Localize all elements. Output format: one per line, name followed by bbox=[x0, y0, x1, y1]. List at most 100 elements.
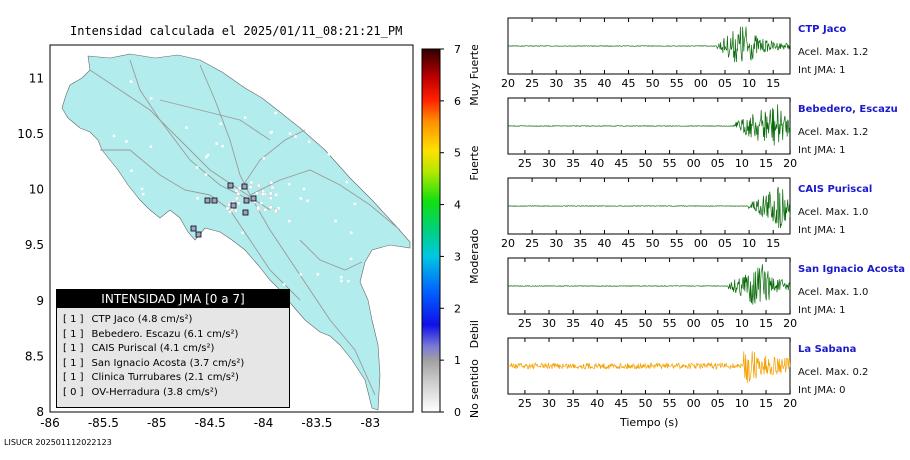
waveform-station-name: Bebedero, Escazu bbox=[798, 104, 898, 115]
town-dot bbox=[299, 197, 303, 200]
legend-item-jma: [ 1 ] bbox=[63, 314, 84, 325]
waveform-panel: 25 30 35 40 45 50 55 00 05 10 15 20 bbox=[507, 97, 797, 170]
town-dot bbox=[347, 279, 350, 283]
map-x-tick-label: -84.5 bbox=[195, 416, 226, 430]
colorbar-category-label: Fuerte bbox=[468, 145, 481, 180]
waveform-tick-label: 55 bbox=[670, 237, 684, 250]
waveform-panel: 25 30 35 40 45 50 55 00 05 10 15 20 bbox=[507, 257, 797, 330]
colorbar-tick-label: 3 bbox=[454, 250, 461, 263]
colorbar-category-label: Muy Fuerte bbox=[468, 45, 481, 106]
town-dot bbox=[287, 219, 291, 223]
town-dot bbox=[282, 283, 286, 286]
town-dot bbox=[205, 155, 208, 159]
town-dot bbox=[241, 231, 244, 235]
waveform-tick-label: 00 bbox=[694, 77, 708, 90]
map-x-tick-label: -83 bbox=[360, 416, 380, 430]
waveform-tick-label: 00 bbox=[687, 317, 701, 330]
waveform-tick-label: 50 bbox=[638, 317, 652, 330]
map-x-tick-label: -85.5 bbox=[88, 416, 119, 430]
waveform-tick-label: 10 bbox=[742, 77, 756, 90]
waveform-tick-label: 05 bbox=[711, 157, 725, 170]
legend-item-jma: [ 1 ] bbox=[63, 372, 84, 383]
map-x-tick-label: -86 bbox=[40, 416, 60, 430]
waveform-tick-label: 15 bbox=[759, 397, 773, 410]
waveform-tick-label: 10 bbox=[735, 397, 749, 410]
colorbar-tick-label: 5 bbox=[454, 147, 461, 160]
road-line bbox=[299, 239, 363, 271]
town-dot bbox=[225, 206, 230, 211]
town-dot bbox=[350, 231, 353, 234]
map-y-tick-label: 9.5 bbox=[25, 238, 44, 252]
town-dot bbox=[149, 145, 153, 148]
town-dot bbox=[306, 199, 309, 202]
waveform-trace bbox=[507, 264, 791, 305]
waveform-tick-label: 15 bbox=[766, 237, 780, 250]
town-dot bbox=[140, 187, 144, 191]
town-dot bbox=[316, 273, 320, 276]
town-dot bbox=[243, 116, 247, 119]
town-dot bbox=[196, 196, 199, 200]
road-line bbox=[209, 194, 301, 301]
town-dot bbox=[219, 122, 223, 125]
town-dot bbox=[195, 245, 199, 248]
map-x-tick-label: -84 bbox=[254, 416, 274, 430]
town-dot bbox=[269, 180, 273, 185]
waveform-jma-intensity: Int JMA: 0 bbox=[798, 385, 846, 396]
waveform-tick-label: 05 bbox=[718, 237, 732, 250]
time-axis-label: Tiempo (s) bbox=[620, 416, 679, 429]
legend-item-jma: [ 1 ] bbox=[63, 343, 84, 354]
waveform-tick-label: 50 bbox=[646, 237, 660, 250]
colorbar-tick-label: 1 bbox=[454, 354, 461, 367]
waveform-trace bbox=[507, 351, 791, 384]
town-dot bbox=[263, 208, 267, 212]
waveform-tick-label: 30 bbox=[542, 397, 556, 410]
town-dot bbox=[228, 210, 232, 213]
road-line bbox=[199, 64, 251, 196]
legend-item-text: Bebedero. Escazu (6.1 cm/s²) bbox=[91, 328, 239, 340]
town-dot bbox=[227, 202, 231, 207]
waveform-tick-label: 45 bbox=[614, 397, 628, 410]
colorbar-tick-label: 4 bbox=[454, 199, 461, 212]
town-dot bbox=[204, 173, 208, 176]
town-dot bbox=[261, 192, 265, 196]
map-y-tick-label: 8 bbox=[36, 405, 44, 419]
waveform-tick-label: 40 bbox=[597, 77, 611, 90]
waveform-accel-max: Acel. Max. 1.2 bbox=[798, 127, 869, 138]
waveform-tick-label: 35 bbox=[573, 77, 587, 90]
waveform-trace bbox=[508, 104, 791, 146]
waveform-tick-label: 15 bbox=[759, 317, 773, 330]
waveform-tick-label: 05 bbox=[718, 77, 732, 90]
map-y-tick-label: 8.5 bbox=[25, 349, 44, 363]
waveform-tick-label: 40 bbox=[590, 397, 604, 410]
map-x-tick-label: -83.5 bbox=[301, 416, 332, 430]
station-marker bbox=[243, 197, 250, 204]
town-dot bbox=[269, 196, 273, 200]
station-marker bbox=[211, 197, 218, 204]
waveform-accel-max: Acel. Max. 1.0 bbox=[798, 287, 869, 298]
waveform-tick-label: 10 bbox=[735, 317, 749, 330]
town-dot bbox=[349, 257, 353, 261]
town-dot bbox=[112, 134, 116, 138]
town-dot bbox=[322, 133, 325, 136]
waveform-tick-label: 25 bbox=[525, 77, 539, 90]
town-dot bbox=[274, 193, 278, 197]
station-squares bbox=[190, 182, 257, 238]
waveform-panel: 20 25 30 35 40 45 50 55 00 05 10 15 bbox=[501, 177, 791, 250]
waveform-jma-intensity: Int JMA: 1 bbox=[798, 145, 846, 156]
legend-item: [ 0 ] OV-Herradura (3.8 cm/s²) bbox=[63, 387, 218, 398]
waveform-station-name: CAIS Puriscal bbox=[798, 184, 873, 195]
road-line bbox=[239, 129, 306, 191]
town-dot bbox=[334, 219, 337, 223]
town-dot bbox=[255, 191, 259, 195]
waveform-tick-label: 45 bbox=[622, 77, 636, 90]
legend-item: [ 1 ] CTP Jaco (4.8 cm/s²) bbox=[63, 314, 192, 325]
waveform-tick-label: 55 bbox=[663, 397, 677, 410]
town-dot bbox=[274, 209, 278, 213]
waveform-tick-label: 25 bbox=[518, 157, 532, 170]
station-marker bbox=[227, 182, 234, 189]
waveform-tick-label: 20 bbox=[501, 77, 515, 90]
colorbar-gradient bbox=[421, 48, 441, 413]
town-dot bbox=[249, 180, 254, 185]
waveform-tick-label: 20 bbox=[783, 157, 797, 170]
waveform-tick-label: 50 bbox=[638, 157, 652, 170]
